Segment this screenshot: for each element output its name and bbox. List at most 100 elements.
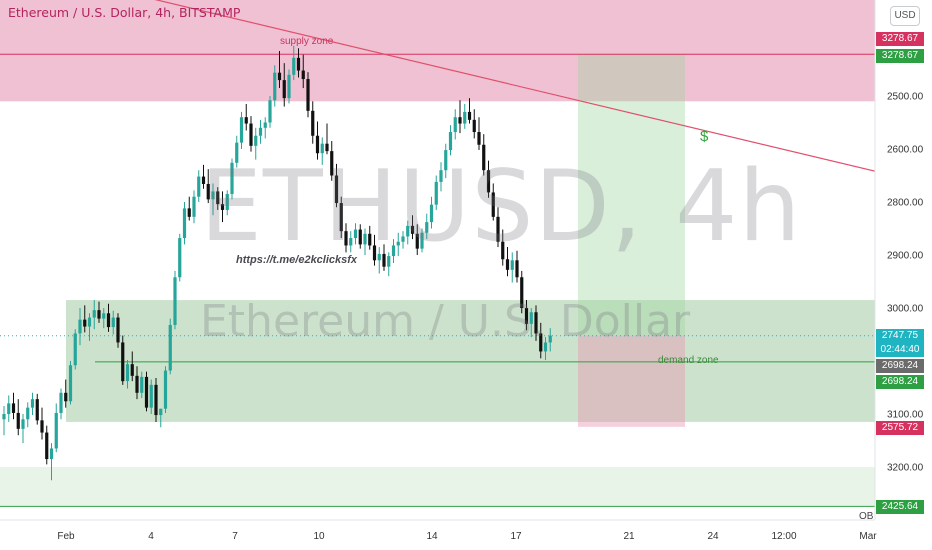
candle-body — [453, 117, 457, 133]
candle-body — [458, 117, 462, 124]
candle-body — [472, 119, 476, 133]
candle-body — [35, 399, 39, 421]
candle-body — [225, 194, 229, 210]
candle-body — [197, 176, 201, 197]
time-tick-label: 4 — [148, 531, 154, 542]
candle-body — [182, 208, 187, 239]
time-tick-label: 12:00 — [771, 531, 796, 542]
candle-body — [482, 144, 486, 171]
price-axis-panel — [875, 0, 932, 550]
candle-body — [21, 419, 25, 429]
candle-body — [334, 175, 339, 204]
candle-body — [401, 236, 405, 242]
candle-body — [543, 342, 548, 352]
candle-body — [59, 392, 63, 413]
price-tick-label: 2600.00 — [887, 145, 924, 156]
price-tag-countdown: 02:44:40 — [876, 343, 924, 357]
candle-body — [496, 216, 500, 242]
candle-body — [26, 407, 30, 420]
candle-body — [163, 370, 168, 409]
price-tag-supply-top: 3278.67 — [876, 32, 924, 46]
candle-body — [510, 260, 514, 270]
candle-body — [45, 432, 49, 460]
candle-body — [349, 238, 353, 246]
currency-unit-button[interactable]: USD — [890, 6, 920, 26]
candle-body — [244, 117, 248, 124]
price-tag-demand-grey: 2698.24 — [876, 359, 924, 373]
candle-body — [254, 135, 258, 146]
candle-body — [368, 233, 372, 246]
candle-body — [16, 412, 20, 429]
candle-body — [467, 111, 472, 120]
price-tick-label: 3200.00 — [887, 463, 924, 474]
candle-body — [273, 72, 277, 101]
time-tick-label: Feb — [57, 531, 75, 542]
candle-body — [125, 364, 130, 382]
candle-body — [505, 259, 510, 270]
candle-body — [296, 57, 301, 71]
candle-body — [178, 238, 182, 278]
time-tick-label: Mar — [859, 531, 877, 542]
candle-body — [87, 317, 92, 327]
candle-body — [230, 162, 234, 195]
candle-body — [102, 313, 106, 319]
candle-body — [363, 233, 367, 245]
candle-body — [40, 420, 44, 433]
price-tick-label: 2900.00 — [887, 251, 924, 262]
position-stop-area — [578, 335, 685, 427]
candle-body — [486, 170, 491, 193]
candle-body — [149, 384, 153, 408]
candle-body — [206, 183, 210, 200]
candle-body — [73, 333, 77, 366]
position-target-area — [578, 54, 685, 336]
candle-body — [339, 203, 343, 232]
candle-body — [49, 448, 54, 460]
price-tag-demand-green: 2698.24 — [876, 375, 924, 389]
candle-body — [239, 117, 244, 143]
candle-body — [377, 253, 381, 261]
candle-body — [448, 132, 453, 151]
time-tick-label: 7 — [232, 531, 238, 542]
candle-body — [301, 70, 305, 80]
candle-body — [220, 204, 225, 210]
candle-body — [515, 260, 519, 278]
candle-body — [92, 310, 96, 318]
candle-body — [144, 376, 149, 408]
candle-body — [282, 80, 286, 99]
candle-body — [539, 333, 543, 352]
candle-body — [330, 151, 334, 176]
candle-body — [406, 225, 410, 237]
price-tag-supply-line: 3278.67 — [876, 49, 924, 63]
price-tick-label: 3000.00 — [887, 304, 924, 315]
candle-body — [258, 127, 263, 136]
candle-body — [548, 335, 552, 343]
candle-body — [249, 123, 253, 146]
candle-body — [277, 72, 282, 81]
candle-body — [311, 110, 315, 136]
candle-body — [159, 408, 163, 416]
candle-body — [11, 403, 16, 413]
chart-title[interactable]: Ethereum / U.S. Dollar, 4h, BITSTAMP — [8, 5, 241, 20]
time-tick-label: 21 — [623, 531, 635, 542]
candle-body — [154, 384, 158, 416]
candle-body — [415, 233, 419, 249]
candle-body — [320, 143, 324, 154]
candle-body — [382, 253, 386, 267]
candle-body — [491, 192, 495, 217]
candle-body — [187, 208, 191, 217]
candle-body — [268, 100, 272, 123]
candle-body — [372, 245, 377, 261]
candle-body — [130, 364, 134, 376]
price-tag-stop: 2575.72 — [876, 421, 924, 435]
candle-body — [201, 176, 206, 184]
candle-body — [2, 414, 6, 420]
time-tick-label: 10 — [313, 531, 325, 542]
candle-body — [106, 313, 111, 328]
candle-body — [387, 256, 391, 267]
candle-body — [434, 181, 438, 205]
supply-zone-box — [0, 0, 875, 102]
candle-body — [463, 111, 467, 124]
candle-body — [121, 342, 125, 382]
